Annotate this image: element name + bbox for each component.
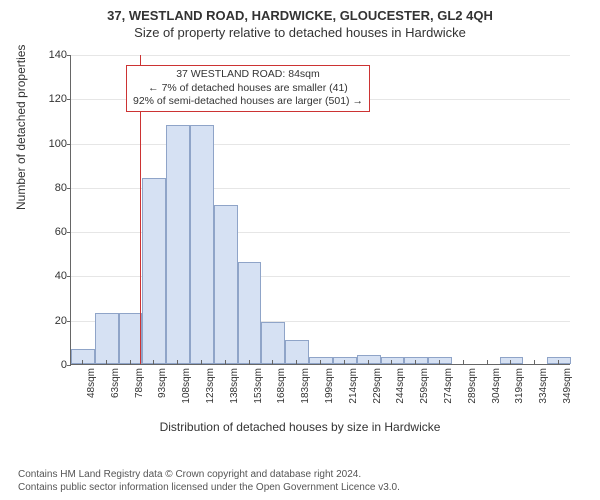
xtick-label: 123sqm [205, 368, 216, 404]
xtick-label: 108sqm [181, 368, 192, 404]
histogram-bar [71, 349, 95, 365]
callout-line-2: ← 7% of detached houses are smaller (41) [133, 82, 363, 96]
attribution-line-2: Contains public sector information licen… [18, 482, 400, 495]
xtick-mark [201, 360, 202, 364]
xtick-mark [272, 360, 273, 364]
histogram-bar [238, 262, 262, 364]
ytick-mark [67, 232, 71, 233]
ytick-mark [67, 276, 71, 277]
xtick-label: 289sqm [467, 368, 478, 404]
y-axis-label: Number of detached properties [14, 45, 28, 210]
page-title: 37, WESTLAND ROAD, HARDWICKE, GLOUCESTER… [0, 8, 600, 23]
attribution-line-1: Contains HM Land Registry data © Crown c… [18, 469, 400, 482]
xtick-label: 78sqm [134, 368, 145, 398]
xtick-mark [82, 360, 83, 364]
xtick-mark [558, 360, 559, 364]
xtick-label: 153sqm [253, 368, 264, 404]
ytick-label: 120 [37, 93, 67, 105]
histogram-bar [119, 313, 143, 364]
xtick-label: 63sqm [110, 368, 121, 398]
xtick-mark [391, 360, 392, 364]
xtick-label: 304sqm [491, 368, 502, 404]
callout-line-3: 92% of semi-detached houses are larger (… [133, 95, 363, 109]
plot-region: 37 WESTLAND ROAD: 84sqm← 7% of detached … [70, 55, 570, 365]
xtick-mark [296, 360, 297, 364]
ytick-mark [67, 365, 71, 366]
histogram-bar [95, 313, 119, 364]
xtick-mark [344, 360, 345, 364]
xtick-mark [153, 360, 154, 364]
xtick-label: 168sqm [276, 368, 287, 404]
ytick-label: 140 [37, 49, 67, 61]
xtick-label: 93sqm [157, 368, 168, 398]
ytick-label: 100 [37, 138, 67, 150]
xtick-mark [534, 360, 535, 364]
xtick-label: 229sqm [372, 368, 383, 404]
ytick-label: 60 [37, 226, 67, 238]
xtick-label: 274sqm [443, 368, 454, 404]
title-block: 37, WESTLAND ROAD, HARDWICKE, GLOUCESTER… [0, 0, 600, 40]
ytick-mark [67, 99, 71, 100]
grid-line [71, 144, 570, 145]
xtick-mark [415, 360, 416, 364]
histogram-bar [142, 178, 166, 364]
histogram-bar [166, 125, 190, 364]
xtick-label: 244sqm [395, 368, 406, 404]
xtick-label: 334sqm [538, 368, 549, 404]
callout-line-1: 37 WESTLAND ROAD: 84sqm [133, 68, 363, 82]
grid-line [71, 55, 570, 56]
ytick-label: 40 [37, 270, 67, 282]
xtick-label: 183sqm [300, 368, 311, 404]
xtick-mark [320, 360, 321, 364]
chart-area: 37 WESTLAND ROAD: 84sqm← 7% of detached … [55, 50, 575, 420]
xtick-label: 214sqm [348, 368, 359, 404]
xtick-label: 199sqm [324, 368, 335, 404]
callout-box: 37 WESTLAND ROAD: 84sqm← 7% of detached … [126, 65, 370, 112]
xtick-label: 48sqm [86, 368, 97, 398]
ytick-label: 0 [37, 359, 67, 371]
xtick-mark [225, 360, 226, 364]
x-axis-label: Distribution of detached houses by size … [0, 420, 600, 434]
xtick-mark [249, 360, 250, 364]
xtick-mark [463, 360, 464, 364]
xtick-mark [177, 360, 178, 364]
xtick-mark [106, 360, 107, 364]
xtick-label: 138sqm [229, 368, 240, 404]
xtick-label: 319sqm [514, 368, 525, 404]
xtick-mark [510, 360, 511, 364]
xtick-mark [439, 360, 440, 364]
page-subtitle: Size of property relative to detached ho… [0, 25, 600, 40]
ytick-mark [67, 188, 71, 189]
histogram-bar [214, 205, 238, 364]
ytick-label: 20 [37, 315, 67, 327]
xtick-mark [368, 360, 369, 364]
ytick-mark [67, 144, 71, 145]
xtick-label: 349sqm [562, 368, 573, 404]
ytick-mark [67, 321, 71, 322]
xtick-mark [130, 360, 131, 364]
xtick-label: 259sqm [419, 368, 430, 404]
attribution: Contains HM Land Registry data © Crown c… [18, 469, 400, 494]
histogram-bar [261, 322, 285, 364]
xtick-mark [487, 360, 488, 364]
histogram-bar [190, 125, 214, 364]
ytick-mark [67, 55, 71, 56]
ytick-label: 80 [37, 182, 67, 194]
